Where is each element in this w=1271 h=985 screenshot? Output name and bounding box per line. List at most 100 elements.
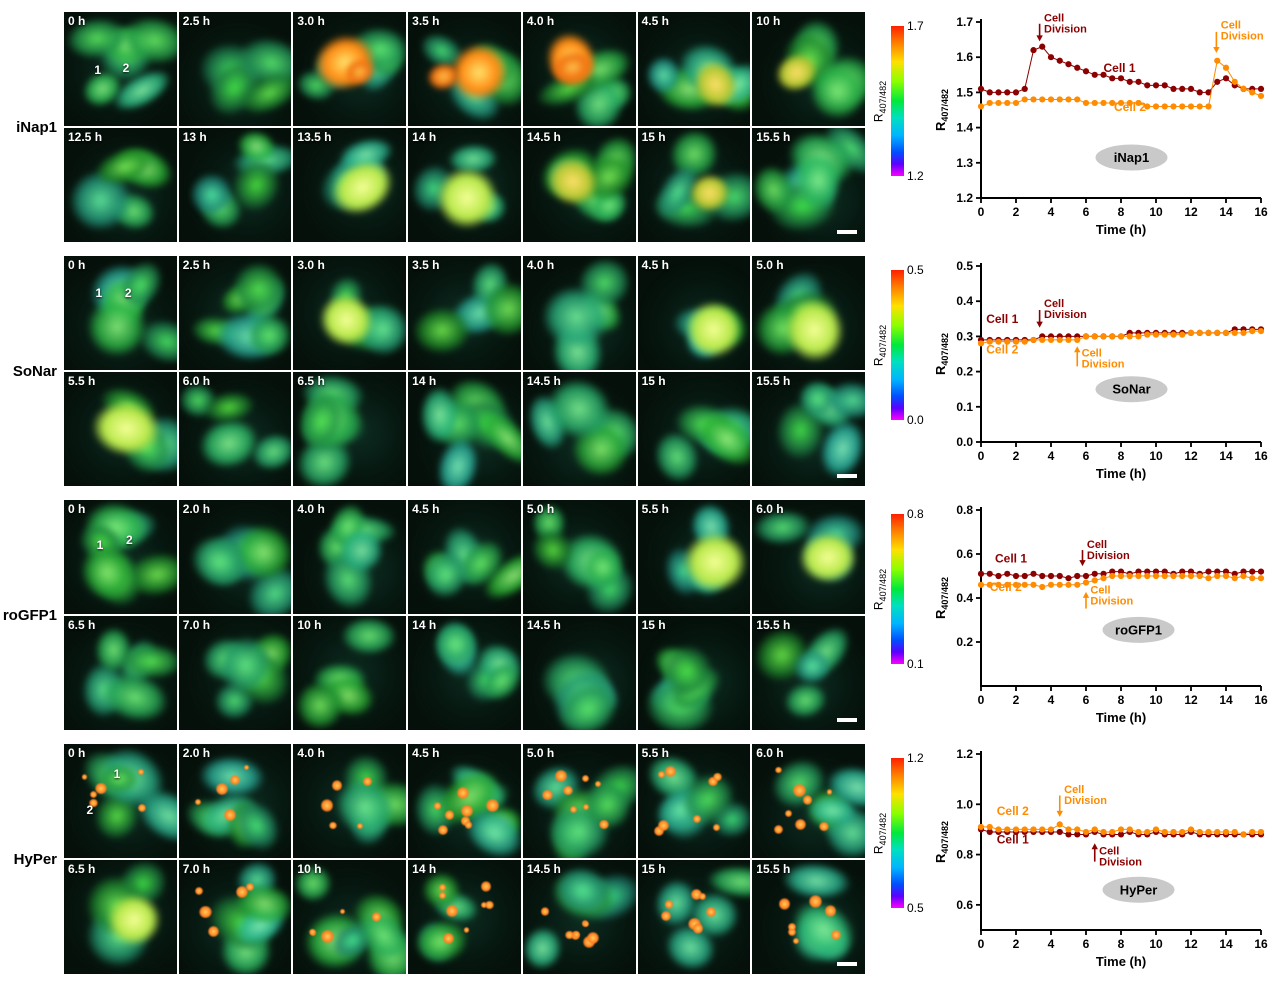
x-tick-label: 10	[1149, 937, 1163, 951]
timepoint-label: 7.0 h	[182, 618, 211, 632]
x-tick-label: 10	[1149, 205, 1163, 219]
oxidized-speckle	[653, 825, 664, 837]
timepoint-label: 15.5 h	[756, 862, 791, 876]
arrowhead-icon	[1056, 810, 1063, 817]
oxidized-speckle	[194, 886, 203, 895]
timepoint-label: 4.0 h	[297, 746, 325, 760]
annotation-text-line: Cell	[1090, 585, 1110, 597]
x-tick-label: 14	[1219, 449, 1233, 463]
cell-blob	[190, 173, 233, 216]
ratio-time-chart: 1.2 1.3 1.4 1.5 1.6 1.7 0 2 4 6 8 10 12 14 16 Time (h) R…	[933, 12, 1268, 237]
y-tick-label: 0.8	[956, 848, 973, 862]
oxidized-speckle	[89, 790, 98, 799]
x-tick-label: 0	[978, 449, 985, 463]
micrograph-tile: 13.5 h	[293, 128, 407, 242]
micrograph-tile: 6.0 h	[752, 500, 865, 614]
x-tick-label: 8	[1118, 449, 1125, 463]
sensor-badge-label: roGFP1	[1115, 622, 1162, 637]
timepoint-label: 10 h	[756, 14, 781, 28]
y-tick-label: 1.4	[956, 121, 973, 135]
micrograph-tile: 4.0 h	[522, 12, 636, 126]
timepoint-label: 2.0 h	[182, 502, 211, 516]
micrograph-tile: 10 h	[293, 860, 407, 974]
micrograph-tile: 14.5 h	[522, 616, 636, 730]
arrowhead-icon	[1074, 346, 1081, 353]
annotation-text-line: Division	[1082, 358, 1125, 370]
oxidized-speckle	[565, 930, 574, 939]
y-tick-label: 1.2	[956, 747, 973, 761]
micrograph-tile: 2.0 h	[178, 744, 292, 858]
micrograph-tile: 6.5 h	[293, 372, 407, 486]
micrograph-tile: 2.0 h	[178, 500, 292, 614]
timepoint-label: 13.5 h	[297, 130, 332, 144]
series-name-label: Cell 1	[997, 832, 1029, 846]
micrograph-tile: 6.0 h	[752, 744, 865, 858]
colorbar-min-value: 1.2	[907, 169, 924, 183]
timepoint-label: 4.0 h	[526, 14, 555, 28]
arrowhead-icon	[1082, 591, 1090, 598]
micrograph-tile: 10 h	[293, 616, 407, 730]
oxidized-speckle	[438, 891, 447, 900]
cell-number-label: 1	[94, 63, 102, 78]
micrograph-tile: 6.0 h	[178, 372, 292, 486]
oxidized-speckle	[599, 819, 609, 830]
micrograph-tile: 10 h	[752, 12, 865, 126]
timepoint-label: 14.5 h	[526, 618, 561, 632]
colorbar: 0.8 R407/482 0.1	[869, 500, 927, 730]
oxidized-speckle	[229, 774, 241, 786]
y-axis-title: R407/482	[933, 333, 950, 375]
cell-number-label: 1	[95, 285, 103, 300]
oxidized-speckle	[713, 823, 721, 831]
micrograph-tile: 4.5 h	[637, 256, 751, 370]
micrograph-tile: 2.5 h	[178, 256, 292, 370]
timepoint-label: 7.0 h	[182, 862, 211, 876]
x-tick-label: 16	[1254, 205, 1268, 219]
oxidized-speckle	[541, 907, 550, 916]
oxidized-speckle	[569, 806, 577, 814]
micrograph-tile: 5.0 h	[522, 744, 636, 858]
y-axis-title: R407/482	[933, 577, 950, 619]
micrograph-tile: 15.5 h	[752, 372, 865, 486]
timepoint-label: 5.5 h	[68, 374, 96, 388]
annotation-text-line: Cell	[1221, 19, 1241, 31]
oxidized-speckle	[690, 888, 702, 900]
colorbar-ratio-label: R407/482	[872, 62, 888, 142]
series-name-label: Cell 1	[986, 312, 1018, 326]
oxidized-speckle	[246, 882, 255, 892]
x-tick-label: 2	[1013, 937, 1020, 951]
series-name-label: Cell 1	[995, 551, 1027, 565]
micrograph-tile: 2.5 h	[178, 12, 292, 126]
series-cell-2	[977, 328, 1265, 347]
timepoint-label: 14 h	[412, 862, 437, 876]
oxidized-speckle	[320, 930, 334, 943]
x-tick-label: 8	[1118, 937, 1125, 951]
arrowhead-icon	[1079, 560, 1086, 567]
ratio-label-sub: 407/482	[877, 568, 888, 602]
oxidized-speckle	[793, 783, 806, 797]
micrograph-tile: 6.5 h	[64, 860, 177, 974]
sensor-badge	[1102, 616, 1175, 643]
cell-blob	[795, 152, 843, 209]
x-tick-label: 14	[1219, 205, 1233, 219]
annotation-text-line: Division	[1090, 596, 1133, 608]
x-tick-label: 0	[978, 937, 985, 951]
ratio-label-sub: 407/482	[877, 324, 888, 358]
micrograph-grid: 0 h 1 2 2.0 h 4.0 h 4.5 h 5.0 h 5.5 h 6.0 h 6.5 h…	[64, 500, 865, 730]
micrograph-tile: 3.5 h	[408, 12, 521, 126]
oxidized-speckle	[793, 937, 799, 944]
micrograph-tile: 14.5 h	[522, 860, 636, 974]
y-tick-label: 0.8	[956, 503, 973, 517]
x-tick-label: 0	[978, 205, 985, 219]
oxidized-speckle	[713, 772, 722, 782]
colorbar-min-value: 0.0	[907, 413, 924, 427]
timepoint-label: 10 h	[297, 862, 322, 876]
annotation-text-line: Cell	[1044, 12, 1064, 24]
annotation-text-line: Division	[1221, 30, 1264, 42]
timepoint-label: 13 h	[182, 130, 207, 144]
micrograph-tile: 0 h 1 2	[64, 500, 177, 614]
y-axis-title: R407/482	[933, 89, 950, 131]
timepoint-label: 0 h	[68, 746, 86, 760]
x-axis-title: Time (h)	[1096, 466, 1146, 481]
